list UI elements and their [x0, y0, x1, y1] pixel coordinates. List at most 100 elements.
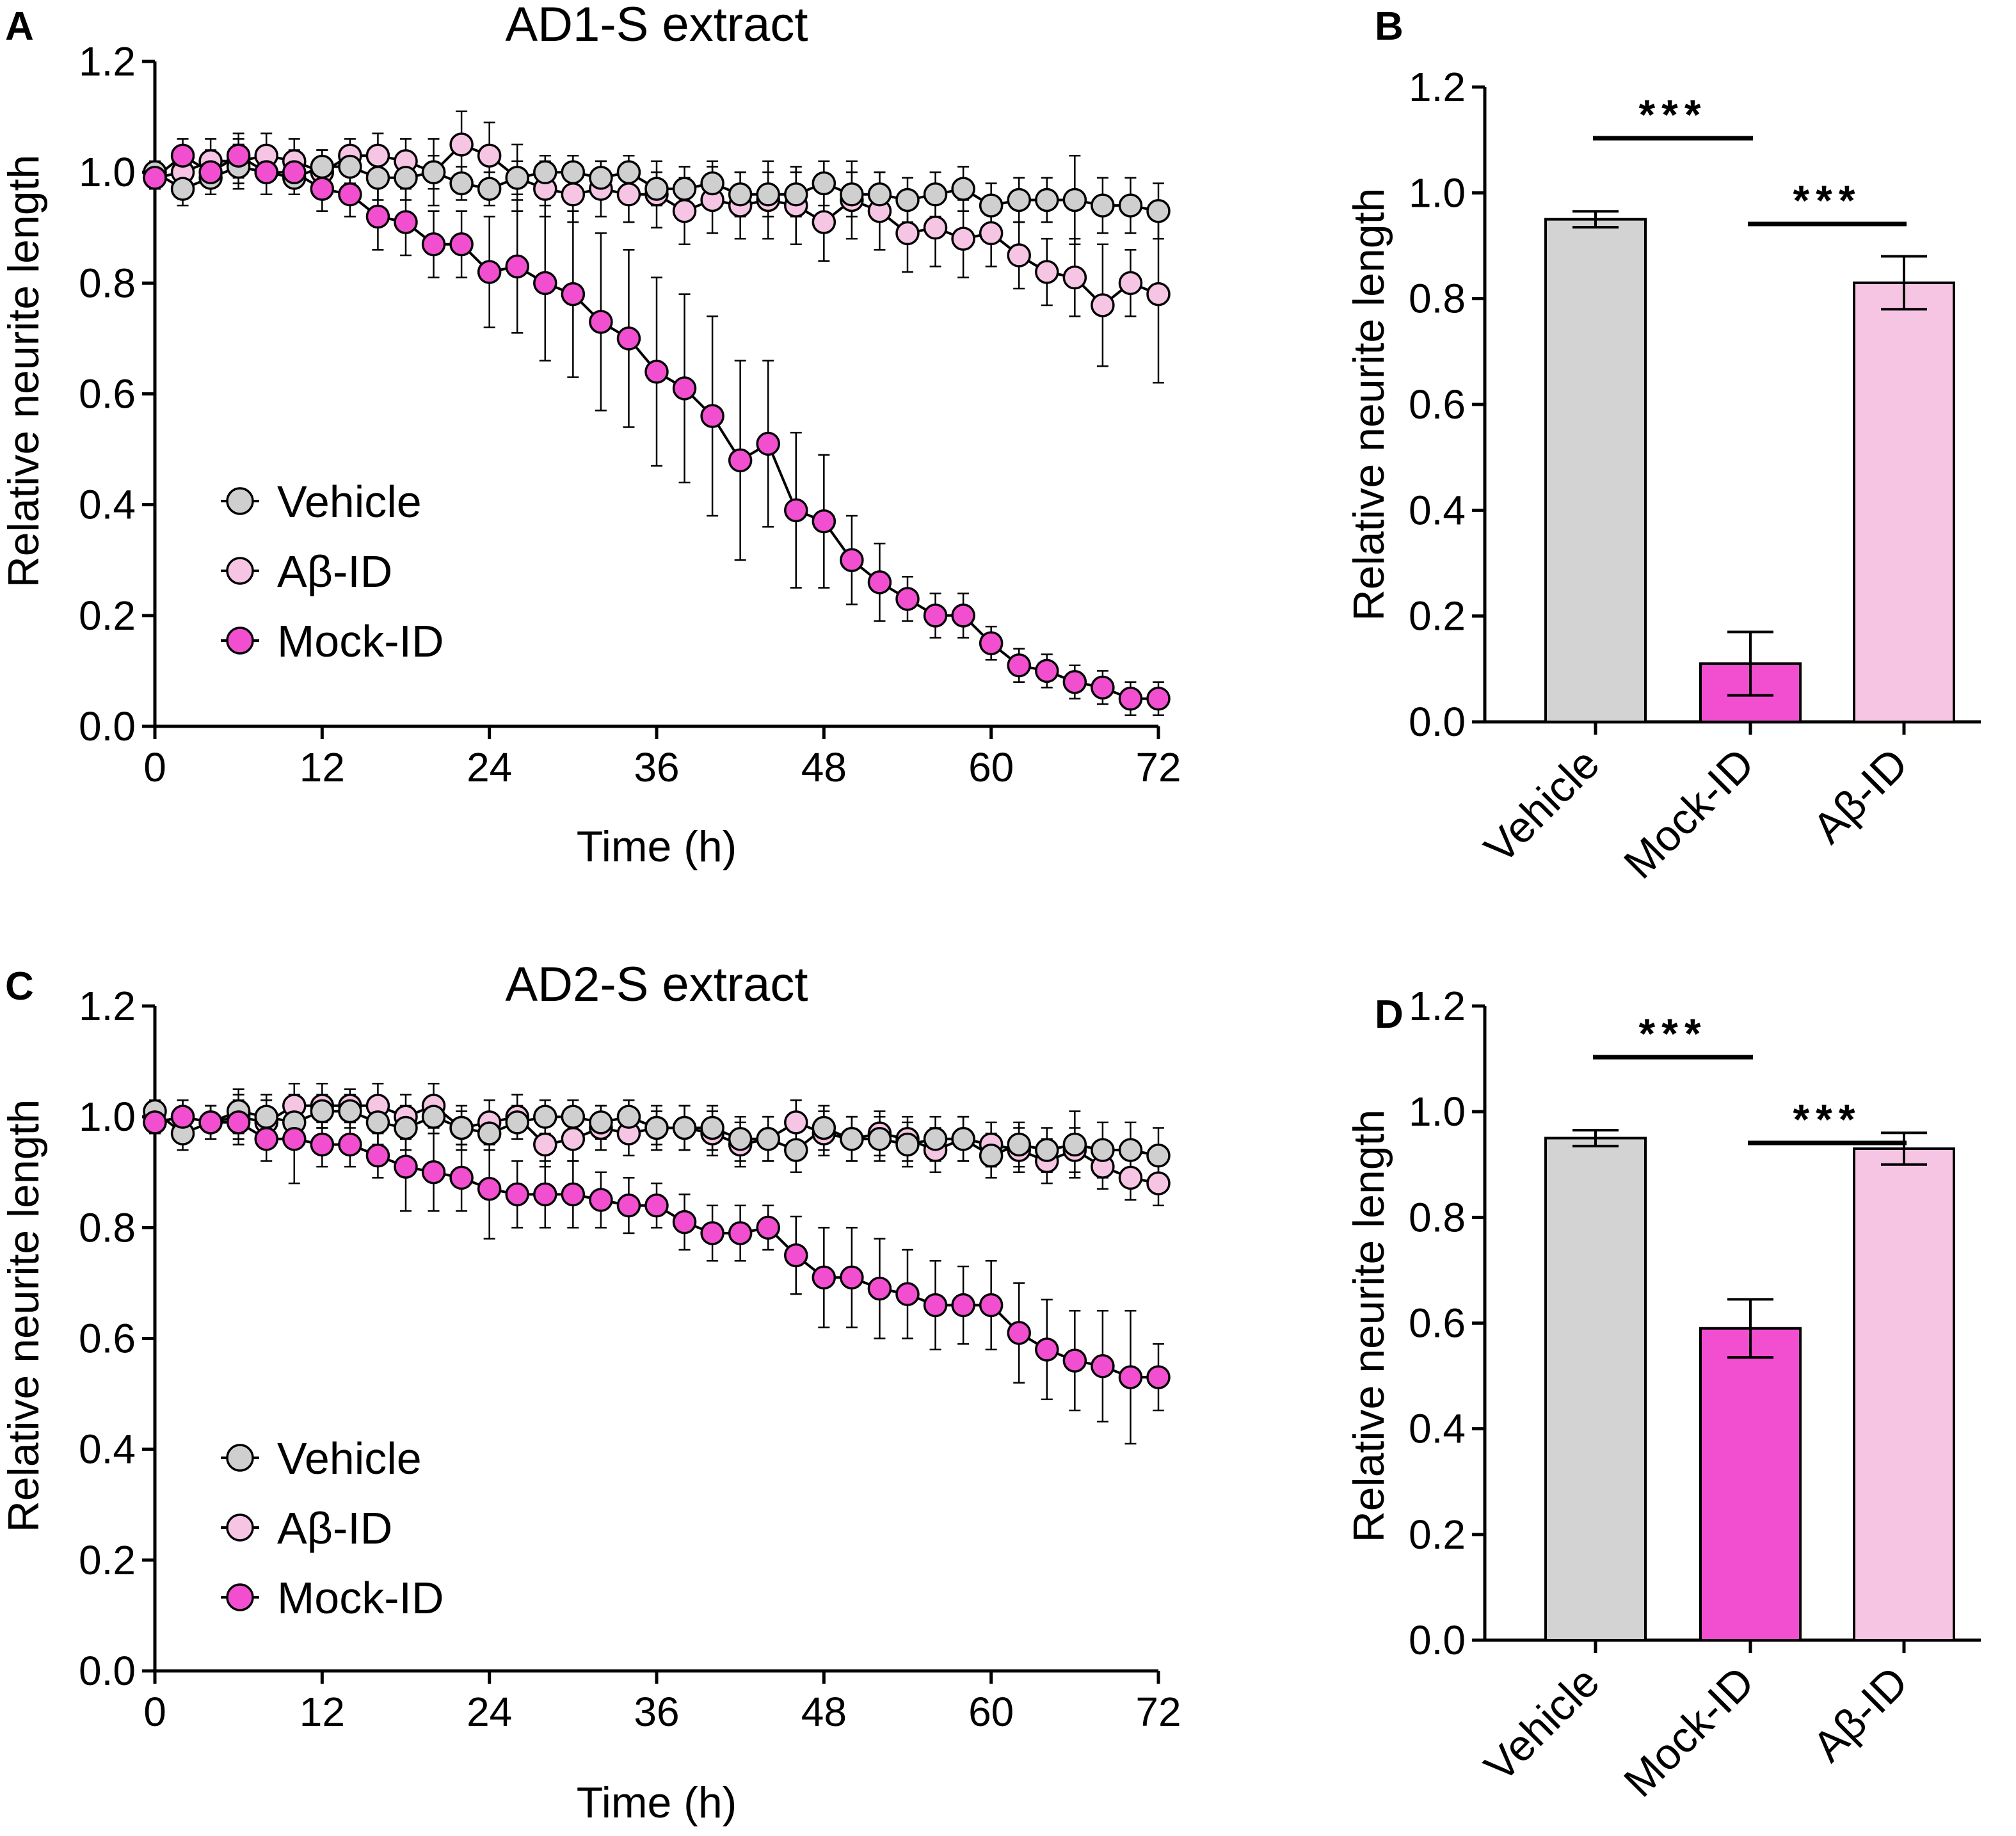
y-tick-label: 0.6	[1409, 1300, 1466, 1346]
vehicle-point	[784, 182, 808, 207]
y-tick-label: 0.4	[1409, 487, 1466, 533]
mock-id-point	[951, 603, 975, 628]
vehicle-point	[700, 171, 724, 196]
vehicle-point	[979, 193, 1004, 218]
vehicle-point	[923, 182, 948, 207]
vehicle-point	[394, 166, 418, 190]
mock-id-point	[338, 1132, 362, 1157]
mock-id-point	[616, 326, 641, 351]
vehicle-point	[756, 1127, 780, 1151]
vehicle-point	[421, 1105, 446, 1129]
x-tick-label: 72	[1135, 744, 1181, 790]
mock-id-point	[672, 376, 697, 401]
vehicle-point	[951, 177, 975, 201]
y-tick-label: 0.2	[79, 593, 136, 639]
a-id-point	[812, 210, 836, 234]
x-tick-label: 72	[1135, 1689, 1181, 1735]
mock-id-point	[338, 182, 362, 207]
vehicle-point	[812, 1115, 836, 1140]
axes: 0.0 0.2 0.4 0.6 0.8 1.0 1.2 0 12 24 36 48 60 72	[79, 38, 1181, 790]
legend-label-vehicle: Vehicle	[277, 477, 422, 527]
panel-a-line-chart: A AD1-S extract Time (h) Relative neurit…	[0, 0, 1181, 871]
y-tick-label: 0.6	[79, 1316, 136, 1362]
chart-title: AD1-S extract	[505, 0, 808, 52]
mock-id-point	[282, 1127, 307, 1151]
mock-id-point	[840, 548, 864, 572]
a-id-point	[1091, 293, 1115, 317]
mock-id-point	[365, 204, 390, 229]
y-tick-label: 0.8	[1409, 1194, 1466, 1240]
y-tick-label: 1.2	[79, 38, 136, 84]
vehicle-point	[728, 182, 753, 207]
vehicle-point	[254, 1105, 278, 1129]
a-id-point	[616, 182, 641, 207]
vehicle-point	[1091, 1138, 1115, 1162]
vehicle-point	[365, 1110, 390, 1135]
legend-label-a-id: Aβ-ID	[277, 1503, 392, 1553]
a-id-point	[1118, 271, 1143, 296]
mock-id-point	[951, 1293, 975, 1318]
mock-id-point	[254, 1127, 278, 1151]
x-tick-label-vehicle: Vehicle	[1475, 739, 1609, 873]
bars	[1544, 210, 1955, 724]
panel-label-d: D	[1375, 993, 1404, 1037]
mock-id-point	[1062, 669, 1087, 694]
significance-brackets: *** ***	[1593, 1010, 1907, 1146]
legend: Vehicle Aβ-ID Mock-ID	[221, 477, 444, 666]
a-id-point	[1007, 243, 1031, 267]
vehicle-point	[561, 160, 586, 184]
mock-id-point	[449, 1165, 474, 1190]
mock-id-point	[505, 254, 529, 279]
x-tick-label: 60	[968, 1689, 1014, 1735]
significance-label: ***	[1793, 177, 1861, 224]
x-axis-label: Time (h)	[577, 1778, 737, 1827]
a-id-point	[561, 1127, 586, 1151]
legend: Vehicle Aβ-ID Mock-ID	[221, 1433, 444, 1623]
vehicle-point	[310, 154, 335, 179]
y-tick-label: 0.6	[1409, 381, 1466, 427]
x-tick-label: 48	[801, 1689, 847, 1735]
x-tick-label: 0	[143, 1689, 166, 1735]
y-tick-label: 0.8	[1409, 276, 1466, 322]
mock-id-point	[1118, 1365, 1143, 1389]
vehicle-bar	[1544, 218, 1647, 723]
x-tick-label-mock-id: Mock-ID	[1615, 739, 1764, 888]
a-id-point	[895, 221, 920, 246]
data-points	[143, 1094, 1171, 1389]
x-tick-label-mock-id: Mock-ID	[1615, 1657, 1764, 1807]
vehicle-point	[1062, 188, 1087, 212]
vehicle-point	[1118, 1138, 1143, 1162]
a-id-point	[951, 227, 975, 251]
y-tick-label: 0.4	[1409, 1406, 1466, 1452]
legend-marker	[226, 1513, 254, 1542]
a-id-point	[449, 132, 474, 157]
mock-id-point	[533, 271, 557, 296]
y-axis-label: Relative neurite length	[0, 1099, 48, 1533]
x-tick-label: 24	[467, 744, 512, 790]
vehicle-point	[979, 1144, 1004, 1168]
mock-id-point	[700, 1221, 724, 1245]
panel-label-b: B	[1375, 4, 1404, 49]
significance-label: ***	[1638, 91, 1707, 138]
vehicle-point	[644, 1115, 669, 1140]
significance-brackets: *** ***	[1593, 91, 1907, 227]
legend-marker	[226, 487, 254, 515]
mock-id-point	[1035, 1337, 1059, 1362]
a-id-point	[561, 182, 586, 207]
mock-id-point	[784, 498, 808, 523]
vehicle-point	[449, 171, 474, 196]
mock-id-point	[923, 603, 948, 628]
legend-marker	[226, 557, 254, 585]
vehicle-point	[365, 166, 390, 190]
y-axis-label: Relative neurite length	[0, 155, 48, 588]
legend-label-mock-id: Mock-ID	[277, 616, 444, 666]
a-id-error-bar	[1881, 255, 1927, 311]
x-tick-label: 24	[467, 1689, 512, 1735]
vehicle-point	[728, 1127, 753, 1151]
vehicle-point	[1118, 193, 1143, 218]
a-id-point	[672, 199, 697, 223]
vehicle-bar	[1544, 1137, 1647, 1642]
mock-id-point	[756, 431, 780, 456]
mock-id-point	[756, 1215, 780, 1240]
x-tick-label: 12	[300, 1689, 345, 1735]
